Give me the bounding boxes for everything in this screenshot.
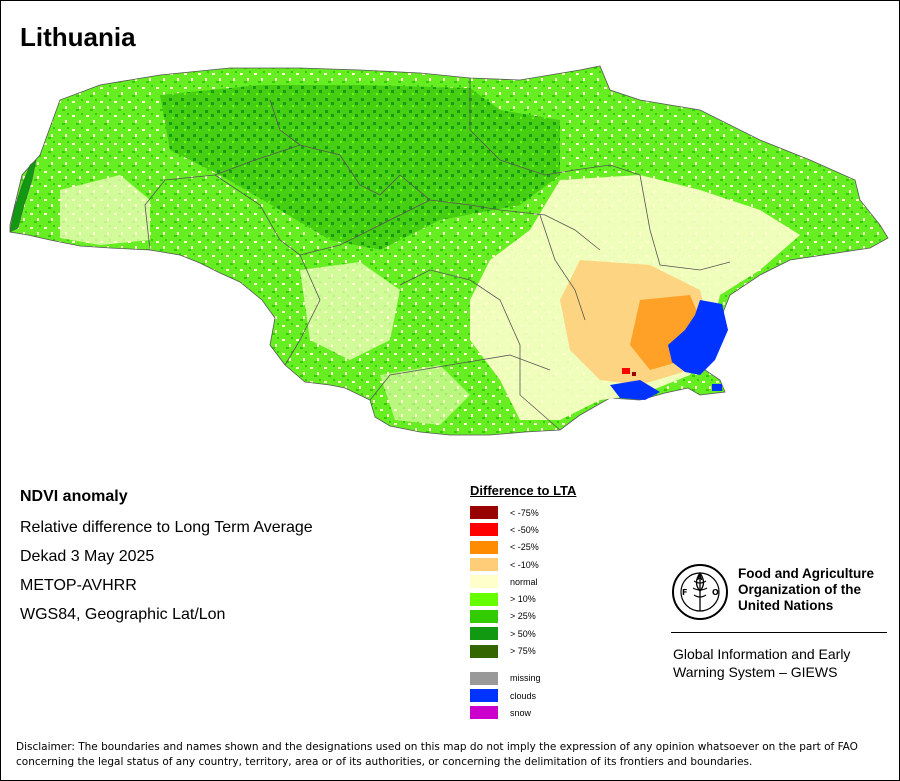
cloud-zone-east (668, 300, 728, 375)
giews-line: Warning System – GIEWS (673, 664, 838, 680)
ndvi-anomaly-map (9, 65, 889, 436)
info-line: METOP-AVHRR (20, 577, 137, 594)
giews-name: Global Information and Early Warning Sys… (673, 645, 850, 681)
fao-branding: F O A Food and Agriculture Organization … (671, 563, 887, 683)
legend-label: > 50% (510, 628, 536, 639)
info-line: WGS84, Geographic Lat/Lon (20, 606, 226, 623)
normal-zone-west (60, 175, 150, 245)
legend-item: < -50% (470, 521, 576, 538)
legend-label: < -75% (510, 507, 539, 518)
legend-item: normal (470, 573, 576, 590)
negative-50-spot (622, 368, 630, 374)
legend-label: snow (510, 707, 532, 718)
legend-swatch (470, 671, 498, 685)
svg-text:O: O (712, 588, 719, 597)
legend-swatch (470, 592, 498, 606)
legend-label: < -50% (510, 524, 539, 535)
legend-swatch (470, 706, 498, 720)
legend-label: > 25% (510, 611, 536, 622)
divider (671, 632, 887, 633)
legend-item: < -10% (470, 556, 576, 573)
legend-item: < -25% (470, 539, 576, 556)
map-info: NDVI anomaly Relative difference to Long… (20, 488, 313, 635)
fao-name-line: Food and Agriculture (738, 566, 874, 581)
disclaimer-line: Disclaimer: The boundaries and names sho… (16, 741, 858, 753)
svg-text:F: F (682, 588, 687, 597)
giews-line: Global Information and Early (673, 646, 851, 662)
legend-title: Difference to LTA (470, 483, 577, 498)
legend-swatch (470, 506, 498, 520)
legend-swatch (470, 689, 498, 703)
curonian-spit (9, 159, 37, 233)
legend-swatch (470, 627, 498, 641)
legend-item: > 75% (470, 642, 576, 659)
map-title: Lithuania (20, 22, 136, 52)
legend-item: > 10% (470, 590, 576, 607)
product-title: NDVI anomaly (20, 488, 128, 505)
legend-item: < -75% (470, 504, 576, 521)
legend-swatch (470, 644, 498, 658)
fao-name-line: United Nations (738, 598, 834, 613)
legend-label: < -25% (510, 542, 539, 553)
legend: Difference to LTA < -75% < -50% < -25% < -1… (470, 483, 576, 722)
legend-label: normal (510, 576, 538, 587)
legend-item: missing (470, 670, 576, 687)
strong-positive-zone (160, 85, 560, 250)
legend-swatch (470, 575, 498, 589)
legend-swatch (470, 609, 498, 623)
fao-name-line: Organization of the (738, 582, 861, 597)
legend-swatch (470, 558, 498, 572)
legend-label: missing (510, 673, 541, 684)
legend-label: < -10% (510, 559, 539, 570)
normal-zone-south (380, 365, 470, 425)
cloud-zone-south (610, 380, 660, 400)
legend-item: > 50% (470, 625, 576, 642)
legend-label: clouds (510, 690, 537, 701)
admin-boundaries (144, 78, 731, 431)
legend-item: > 25% (470, 608, 576, 625)
legend-label: > 10% (510, 594, 536, 605)
legend-item: snow (470, 704, 576, 721)
fao-name: Food and Agriculture Organization of the… (738, 566, 874, 614)
fao-logo-icon: F O A (672, 564, 728, 620)
disclaimer-line: concerning the legal status of any count… (16, 755, 753, 768)
negative-75-spot (632, 372, 636, 376)
normal-zone-centre (300, 262, 400, 360)
legend-item: clouds (470, 687, 576, 704)
legend-swatch (470, 540, 498, 554)
cloud-spot (712, 384, 722, 391)
svg-text:A: A (697, 574, 703, 582)
legend-label: > 75% (510, 646, 536, 657)
info-line: Dekad 3 May 2025 (20, 548, 155, 565)
info-line: Relative difference to Long Term Average (20, 519, 313, 536)
legend-swatch (470, 523, 498, 537)
disclaimer: Disclaimer: The boundaries and names sho… (16, 740, 886, 769)
